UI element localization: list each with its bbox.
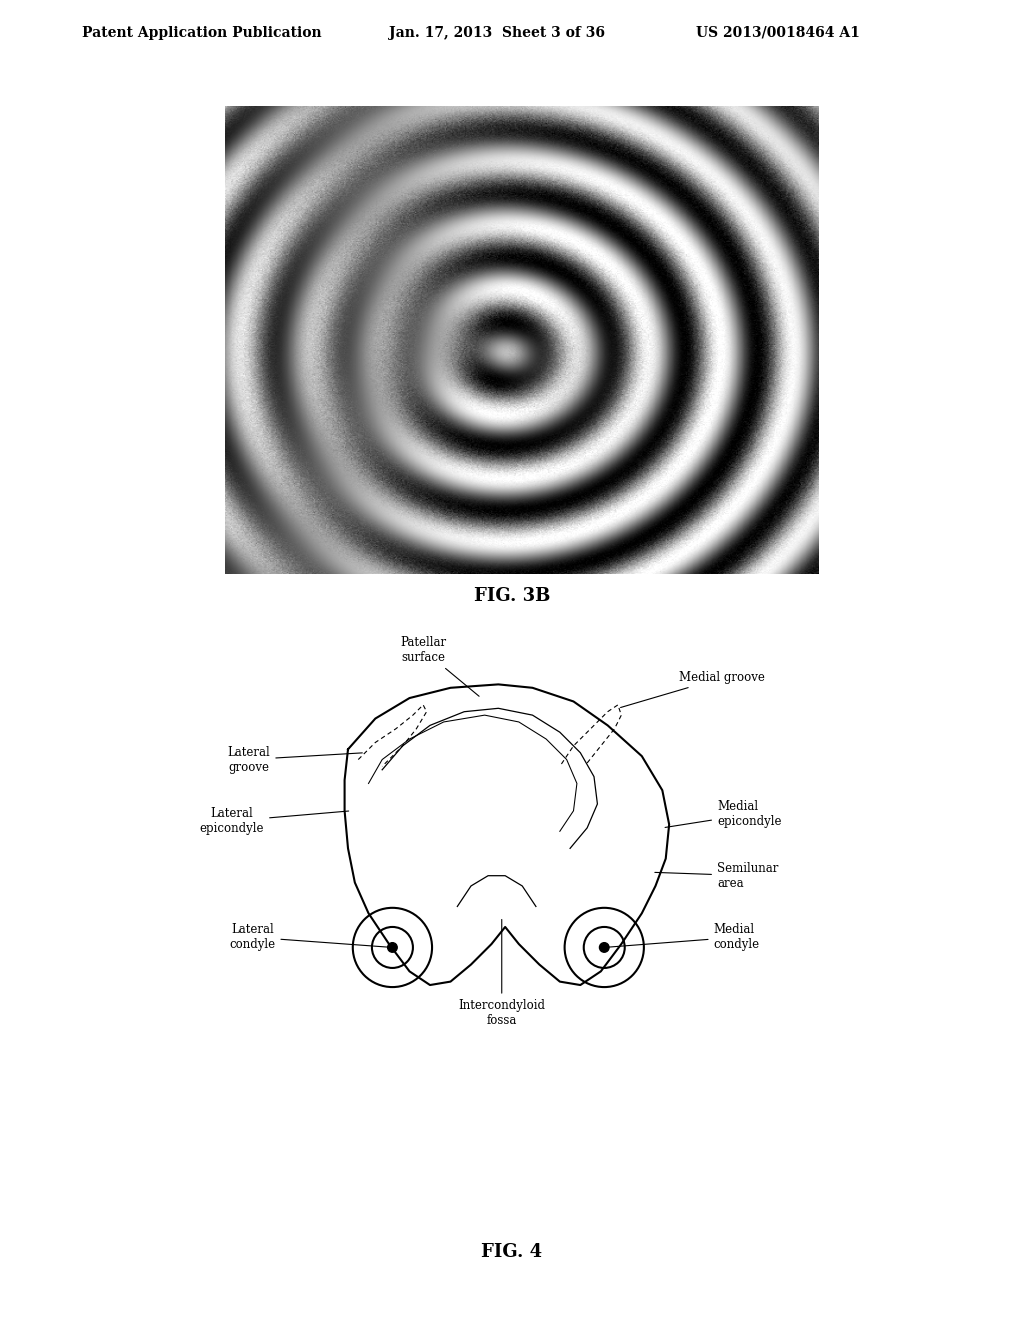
Text: US 2013/0018464 A1: US 2013/0018464 A1 bbox=[696, 26, 860, 40]
Text: Lateral
epicondyle: Lateral epicondyle bbox=[200, 807, 348, 836]
Text: Semilunar
area: Semilunar area bbox=[655, 862, 778, 890]
Text: Medial
condyle: Medial condyle bbox=[607, 923, 760, 952]
Text: Medial groove: Medial groove bbox=[621, 671, 765, 708]
Text: Lateral
condyle: Lateral condyle bbox=[229, 923, 390, 952]
Circle shape bbox=[599, 942, 609, 952]
Text: Lateral
groove: Lateral groove bbox=[227, 746, 362, 774]
Text: FIG. 4: FIG. 4 bbox=[481, 1242, 543, 1261]
Circle shape bbox=[388, 942, 397, 952]
Text: Jan. 17, 2013  Sheet 3 of 36: Jan. 17, 2013 Sheet 3 of 36 bbox=[389, 26, 605, 40]
Text: Medial
epicondyle: Medial epicondyle bbox=[665, 800, 781, 828]
Text: Intercondyloid
fossa: Intercondyloid fossa bbox=[459, 920, 545, 1027]
Text: Patellar
surface: Patellar surface bbox=[400, 636, 479, 696]
Text: FIG. 3B: FIG. 3B bbox=[474, 586, 550, 605]
Text: Patent Application Publication: Patent Application Publication bbox=[82, 26, 322, 40]
